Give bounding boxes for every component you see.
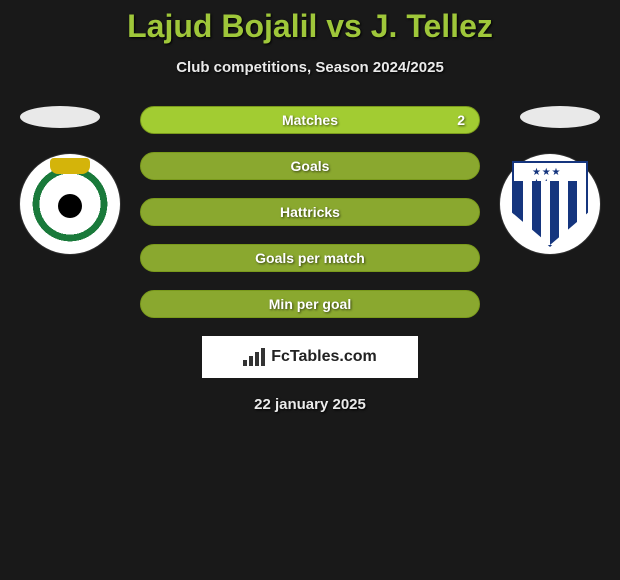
club-crest-right: ★ ★ ★ ★ ★: [500, 154, 600, 254]
stat-label: Matches: [141, 112, 479, 128]
pachuca-crest-icon: ★ ★ ★ ★ ★: [512, 161, 588, 247]
stat-row-matches: Matches 2: [140, 106, 480, 134]
snapshot-date: 22 january 2025: [0, 396, 620, 413]
stat-row-goals: Goals: [140, 152, 480, 180]
player-left-oval: [20, 106, 100, 128]
stat-label: Hattricks: [141, 204, 479, 220]
stat-row-hattricks: Hattricks: [140, 198, 480, 226]
comparison-title: Lajud Bojalil vs J. Tellez: [0, 0, 620, 45]
santos-laguna-crest-icon: [30, 164, 110, 244]
stats-area: ★ ★ ★ ★ ★ Matches 2 Goals Hattricks Goal…: [0, 106, 620, 318]
bar-chart-icon: [243, 348, 265, 366]
brand-text: FcTables.com: [271, 348, 377, 366]
club-crest-left: [20, 154, 120, 254]
stat-row-goals-per-match: Goals per match: [140, 244, 480, 272]
stat-value-right: 2: [457, 112, 465, 128]
stat-row-min-per-goal: Min per goal: [140, 290, 480, 318]
stat-label: Min per goal: [141, 296, 479, 312]
stat-label: Goals: [141, 158, 479, 174]
player-right-oval: [520, 106, 600, 128]
brand-watermark: FcTables.com: [202, 336, 418, 378]
crest-stripes-icon: [514, 181, 586, 245]
stat-label: Goals per match: [141, 250, 479, 266]
season-subtitle: Club competitions, Season 2024/2025: [0, 59, 620, 76]
